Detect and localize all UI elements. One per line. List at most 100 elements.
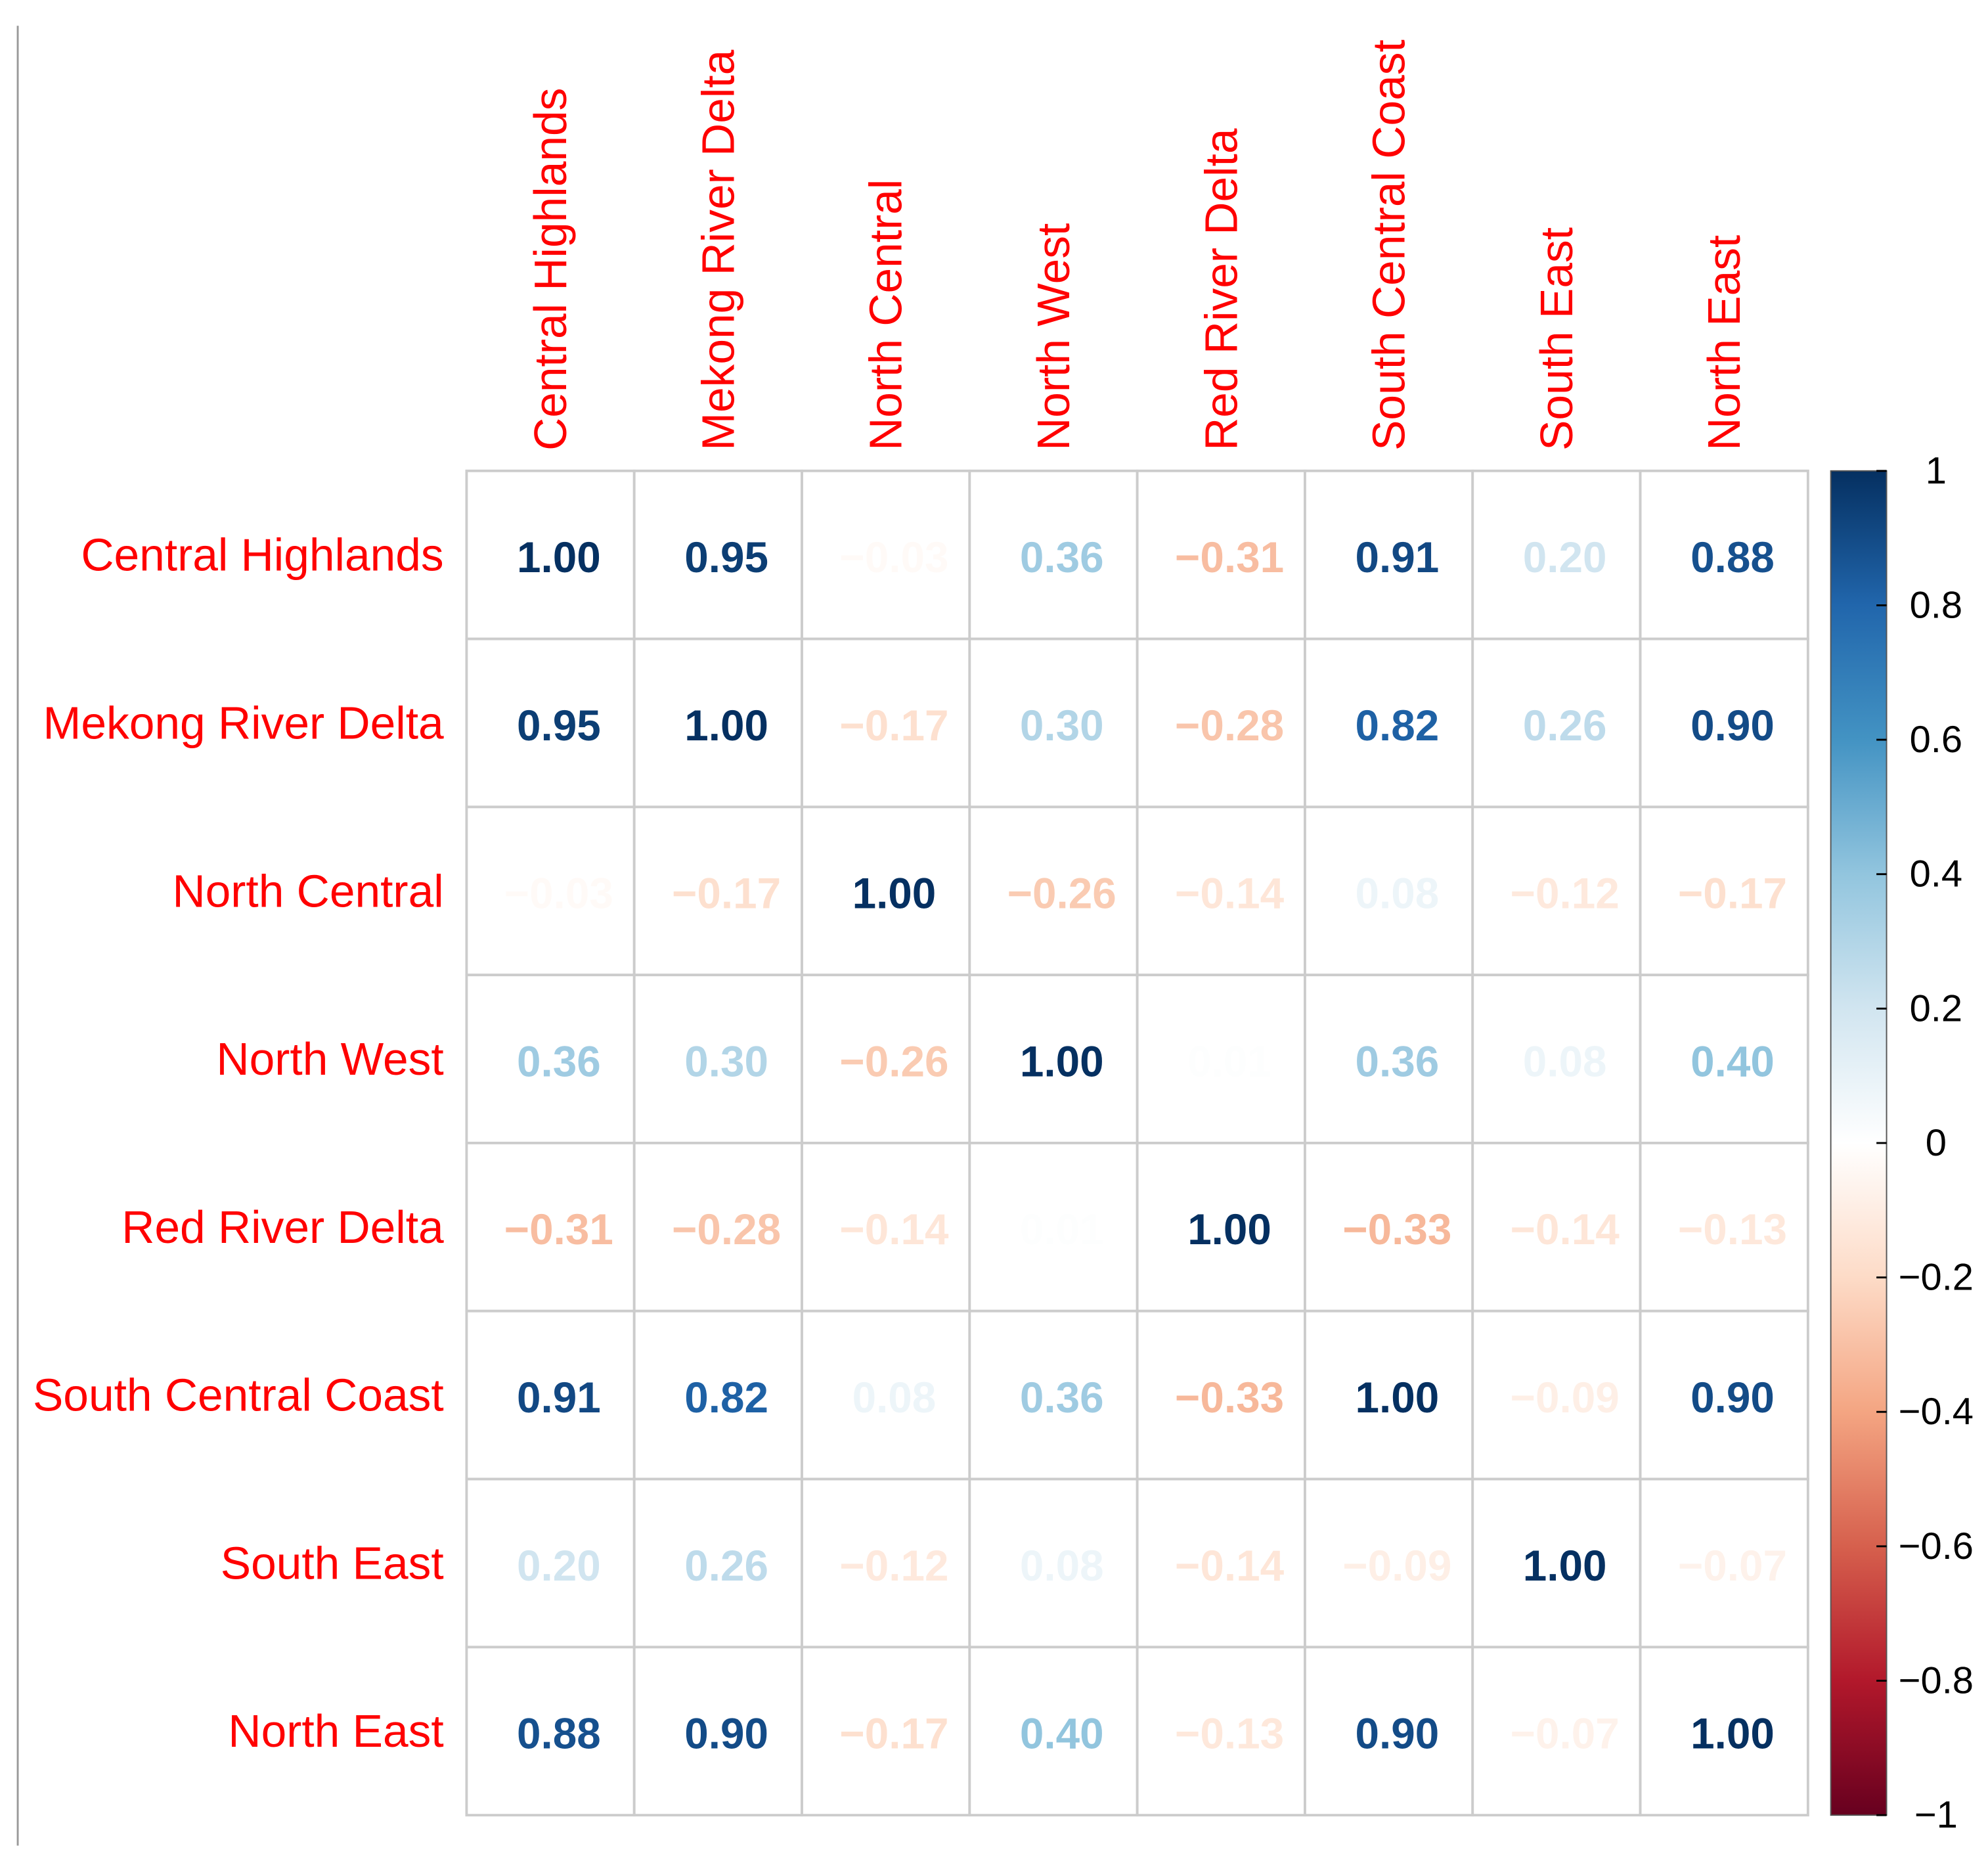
cell-value: −0.07 bbox=[1678, 1542, 1787, 1590]
cell bbox=[1136, 637, 1306, 809]
cell-value: 0.08 bbox=[1523, 1037, 1607, 1085]
row-label: North West bbox=[216, 1033, 443, 1085]
cell bbox=[632, 974, 803, 1144]
cell-value: −0.17 bbox=[672, 870, 781, 918]
cell-value: −0.13 bbox=[1678, 1205, 1787, 1253]
cell-value: −0.33 bbox=[1342, 1205, 1451, 1253]
cell-value: 0.40 bbox=[1690, 1037, 1775, 1085]
cell-value: −0.12 bbox=[839, 1542, 948, 1590]
cell-value: 0.36 bbox=[1020, 533, 1104, 581]
cell-value: −0.17 bbox=[839, 702, 948, 750]
cell-value: 1.00 bbox=[1356, 1374, 1440, 1422]
cell-value: 0.30 bbox=[684, 1037, 768, 1085]
colorbar-tick-label: −0.4 bbox=[1899, 1391, 1974, 1433]
cell bbox=[968, 1142, 1139, 1313]
cell-value: −0.14 bbox=[1511, 1205, 1620, 1253]
cell-value: 0.08 bbox=[1020, 1542, 1104, 1590]
cell bbox=[1639, 1646, 1809, 1817]
cell-value: 0.26 bbox=[684, 1542, 768, 1590]
cell-value: 0.95 bbox=[684, 533, 768, 581]
cell-value: 0.36 bbox=[517, 1037, 601, 1085]
cell-value: −0.09 bbox=[1511, 1374, 1620, 1422]
cell-value: 0.90 bbox=[1690, 1374, 1775, 1422]
cell-value: 0.91 bbox=[1356, 533, 1440, 581]
cell bbox=[968, 1646, 1139, 1817]
cell-value: −0.03 bbox=[839, 533, 948, 581]
cell-value: −0.03 bbox=[504, 870, 613, 918]
cell bbox=[1471, 637, 1642, 809]
cell-value: −0.33 bbox=[1175, 1374, 1284, 1422]
cell-value: 1.00 bbox=[1523, 1542, 1607, 1590]
cell-value: −0.09 bbox=[1342, 1542, 1451, 1590]
cell bbox=[1136, 1477, 1306, 1649]
cell-value: 1.00 bbox=[517, 533, 601, 581]
cell-value: 0.95 bbox=[517, 702, 601, 750]
cell-value: −0.31 bbox=[1175, 533, 1284, 581]
cell bbox=[632, 637, 803, 809]
cell bbox=[1639, 469, 1809, 640]
cell bbox=[632, 805, 803, 977]
cell-value: 0.08 bbox=[1356, 870, 1440, 918]
cell bbox=[1136, 974, 1306, 1144]
cell bbox=[801, 974, 971, 1144]
cell-value: 0.90 bbox=[684, 1710, 768, 1758]
cell-value: 1.00 bbox=[1690, 1710, 1775, 1758]
cell bbox=[1471, 1646, 1642, 1817]
colorbar-tick-label: 0.6 bbox=[1910, 719, 1962, 761]
row-label: North East bbox=[228, 1705, 443, 1757]
cell-value: 1.00 bbox=[684, 702, 768, 750]
cell bbox=[632, 1646, 803, 1817]
cell bbox=[1304, 1646, 1474, 1817]
cell-value: 0.90 bbox=[1690, 702, 1775, 750]
cell-value: −0.28 bbox=[672, 1205, 781, 1253]
cell bbox=[1136, 1646, 1306, 1817]
cell-value: −0.14 bbox=[1175, 870, 1285, 918]
cell bbox=[1471, 1477, 1642, 1649]
cell-value: 0.82 bbox=[1356, 702, 1440, 750]
row-label: Mekong River Delta bbox=[43, 697, 444, 748]
column-label: South East bbox=[1531, 227, 1582, 451]
cell-value: −0.14 bbox=[839, 1205, 949, 1253]
cell bbox=[1639, 1309, 1809, 1481]
colorbar-tick-label: 0.8 bbox=[1910, 584, 1962, 626]
cell-value: −0.31 bbox=[504, 1205, 613, 1253]
cell-value: 0.20 bbox=[1523, 533, 1607, 581]
cell-value: −0.26 bbox=[1007, 870, 1116, 918]
colorbar-tick-label: 0.4 bbox=[1910, 853, 1962, 895]
cell-value: 1.00 bbox=[852, 870, 937, 918]
cell-value: 1.00 bbox=[1187, 1205, 1271, 1253]
cell bbox=[465, 1646, 636, 1817]
cell bbox=[801, 1646, 971, 1817]
row-label: South East bbox=[221, 1537, 444, 1588]
cell-value: 0.30 bbox=[1020, 702, 1104, 750]
cell bbox=[801, 805, 971, 977]
column-label: North Central bbox=[860, 179, 912, 451]
cell bbox=[465, 637, 636, 809]
cell-value: 0.40 bbox=[1020, 1710, 1104, 1758]
cell bbox=[632, 469, 803, 640]
cell bbox=[1471, 805, 1642, 977]
cell-value: 0.82 bbox=[684, 1374, 768, 1422]
cell-value: −0.17 bbox=[1678, 870, 1787, 918]
cell bbox=[632, 1142, 803, 1313]
cell-value: 0.08 bbox=[852, 1374, 937, 1422]
cell-value: −0.07 bbox=[1511, 1710, 1620, 1758]
cell bbox=[1304, 1142, 1474, 1313]
row-label: North Central bbox=[172, 865, 443, 916]
row-label: Central Highlands bbox=[81, 529, 443, 581]
colorbar-tick-label: 0 bbox=[1926, 1122, 1947, 1164]
cell bbox=[801, 1477, 971, 1649]
cell bbox=[1639, 1477, 1809, 1649]
column-label: Mekong River Delta bbox=[692, 49, 743, 451]
cell-value: 0.20 bbox=[517, 1542, 601, 1590]
column-label: North East bbox=[1698, 235, 1750, 451]
row-label: South Central Coast bbox=[33, 1370, 444, 1421]
colorbar-tick-label: −0.2 bbox=[1899, 1257, 1974, 1299]
cell bbox=[1304, 974, 1474, 1144]
colorbar-tick-label: 0.2 bbox=[1910, 987, 1962, 1029]
cell-value: 1.00 bbox=[1020, 1037, 1104, 1085]
cell-value: −0.17 bbox=[839, 1710, 948, 1758]
cell-value: 0.88 bbox=[517, 1710, 601, 1758]
